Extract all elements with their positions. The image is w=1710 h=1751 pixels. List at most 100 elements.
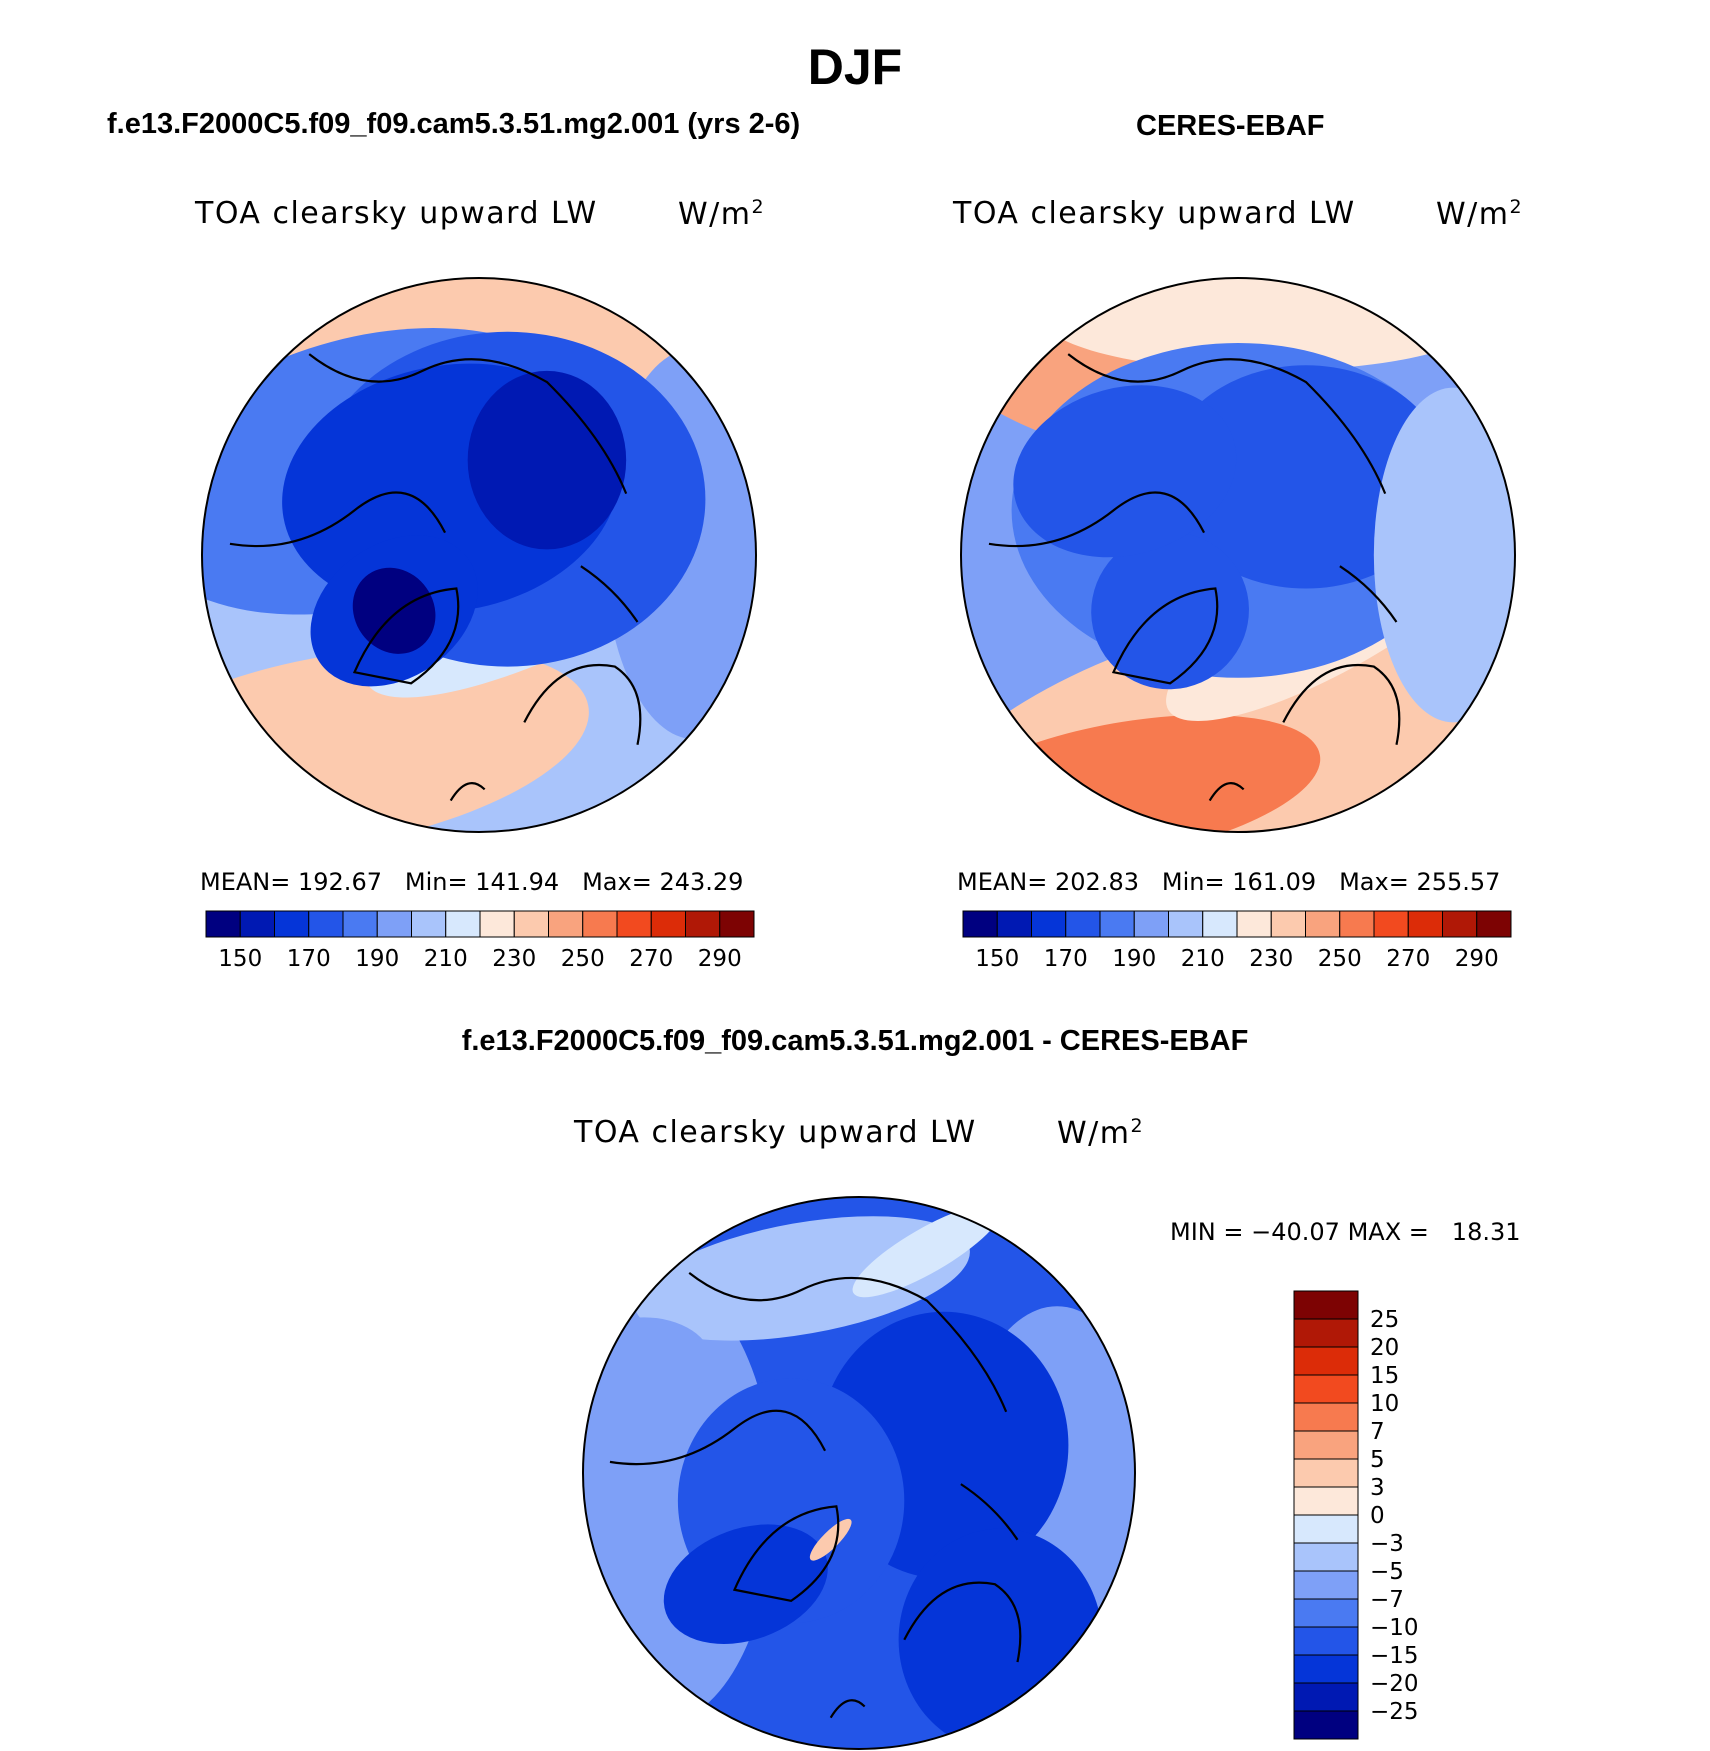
mean-label: MEAN= (200, 868, 291, 896)
coastline (1282, 663, 1401, 745)
map-boundary (201, 277, 757, 833)
colorbar-swatch (1293, 1458, 1359, 1488)
colorbar-swatch (548, 910, 584, 938)
min-label: MIN = (1170, 1218, 1244, 1246)
mean-label: MEAN= (957, 868, 1048, 896)
colorbar-tick-label: 170 (1044, 946, 1088, 972)
colorbar-swatch (1236, 910, 1272, 938)
colorbar-swatch (376, 910, 412, 938)
colorbar-tick-label: 150 (975, 946, 1019, 972)
colorbar-swatch (1031, 910, 1067, 938)
colorbar-swatch (1293, 1514, 1359, 1544)
colorbar-tick-label: 270 (1386, 946, 1430, 972)
max-value: 18.31 (1451, 1218, 1521, 1246)
polar-map-model (201, 277, 757, 833)
coastline (903, 1581, 1022, 1663)
colorbar-swatch (1099, 910, 1135, 938)
colorbar-swatch (1339, 910, 1375, 938)
min-value: −40.07 (1251, 1218, 1340, 1246)
colorbar-swatch (1065, 910, 1101, 938)
max-label: Max= (582, 868, 652, 896)
colorbar-swatch (1293, 1430, 1359, 1460)
colorbar-swatch (1476, 910, 1512, 938)
colorbar-swatch (616, 910, 652, 938)
stats-line: MIN = −40.07 MAX = 18.31 (1170, 1218, 1521, 1246)
colorbar-tick-label: 25 (1370, 1307, 1399, 1333)
colorbar-tick-label: 15 (1370, 1363, 1399, 1389)
colorbar-tick-label: 10 (1370, 1391, 1399, 1417)
field-region (809, 1518, 852, 1561)
colorbar-swatch (1293, 1570, 1359, 1600)
colorbar-tick-label: 290 (698, 946, 742, 972)
field-layer (583, 1197, 1135, 1749)
coastline (960, 1483, 1019, 1541)
colorbar-swatch (582, 910, 618, 938)
colorbar-swatch (996, 910, 1032, 938)
colorbar-tick-label: −10 (1370, 1615, 1419, 1641)
colorbar-swatch (1293, 1682, 1359, 1712)
colorbar-swatch (1293, 1486, 1359, 1516)
colorbar-tick-label: −20 (1370, 1671, 1419, 1697)
colorbar-swatch (1270, 910, 1306, 938)
colorbar-swatch (445, 910, 481, 938)
stats-line: MEAN= 202.83 Min= 161.09 Max= 255.57 (957, 868, 1500, 896)
units-label: W/m2 (678, 196, 766, 232)
coastline (1208, 781, 1245, 802)
max-value: 243.29 (659, 868, 744, 896)
colorbar-tick-label: 190 (355, 946, 399, 972)
colorbar-swatch (1293, 1710, 1359, 1740)
colorbar-model: 150 170 190 210 230 250 270 290 (205, 910, 755, 972)
colorbar-tick-label: 190 (1112, 946, 1156, 972)
colorbar-swatch (1293, 1290, 1359, 1320)
colorbar-swatch (342, 910, 378, 938)
coastline (1339, 565, 1398, 623)
colorbar-swatch (274, 910, 310, 938)
coastline (1111, 587, 1219, 685)
min-value: 141.94 (475, 868, 560, 896)
colorbar-swatch (1293, 1374, 1359, 1404)
colorbar-tick-label: 250 (1318, 946, 1362, 972)
colorbar-tick-label: 7 (1370, 1419, 1385, 1445)
colorbar-swatch (1407, 910, 1443, 938)
field-region (583, 1317, 712, 1407)
map-boundary (960, 277, 1516, 833)
panel-left-title: f.e13.F2000C5.f09_f09.cam5.3.51.mg2.001 … (107, 108, 801, 140)
colorbar-tick-label: 270 (629, 946, 673, 972)
field-layer (961, 278, 1515, 832)
colorbar-swatch (411, 910, 447, 938)
field-region (352, 567, 436, 654)
colorbar-tick-label: −3 (1370, 1531, 1404, 1557)
map-boundary (582, 1196, 1136, 1750)
colorbar-tick-label: 5 (1370, 1447, 1385, 1473)
colorbar-swatch (962, 910, 998, 938)
colorbar-swatch (308, 910, 344, 938)
colorbar-tick-label: 170 (287, 946, 331, 972)
field-region (663, 1524, 828, 1644)
min-label: Min= (404, 868, 468, 896)
variable-label: TOA clearsky upward LW (953, 196, 1356, 231)
field-region (1373, 387, 1515, 723)
field-region (898, 1528, 1103, 1749)
stats-line: MEAN= 192.67 Min= 141.94 Max= 243.29 (200, 868, 743, 896)
colorbar-tick-label: 210 (424, 946, 468, 972)
variable-label: TOA clearsky upward LW (195, 196, 598, 231)
field-region (467, 370, 627, 550)
colorbar-swatch (479, 910, 515, 938)
colorbar-swatch (1442, 910, 1478, 938)
colorbar-swatch (1373, 910, 1409, 938)
colorbar-tick-label: −7 (1370, 1587, 1404, 1613)
polar-map-difference (582, 1196, 1136, 1750)
colorbar-tick-label: 230 (1249, 946, 1293, 972)
max-label: MAX = (1347, 1218, 1429, 1246)
colorbar-swatch (1293, 1318, 1359, 1348)
mean-value: 192.67 (298, 868, 382, 896)
colorbar-tick-label: −25 (1370, 1699, 1419, 1725)
coastline (308, 353, 628, 495)
colorbar-tick-label: −5 (1370, 1559, 1404, 1585)
colorbar-swatch (1293, 1598, 1359, 1628)
colorbar-swatch (1133, 910, 1169, 938)
colorbar-tick-label: 0 (1370, 1503, 1385, 1529)
colorbar-swatch (1305, 910, 1341, 938)
colorbar-tick-label: −15 (1370, 1643, 1419, 1669)
